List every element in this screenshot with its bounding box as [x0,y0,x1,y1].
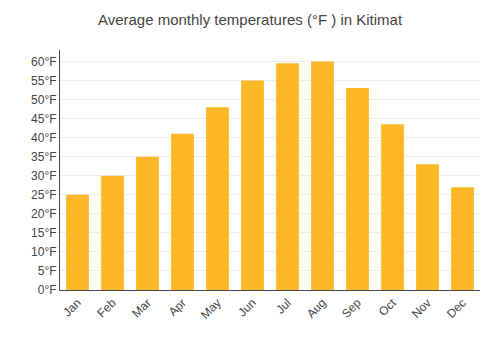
svg-text:Nov: Nov [409,296,434,321]
svg-text:25°F: 25°F [31,188,56,202]
svg-text:Mar: Mar [129,296,154,321]
svg-text:Jul: Jul [273,296,294,317]
svg-text:35°F: 35°F [31,150,56,164]
svg-text:55°F: 55°F [31,74,56,88]
svg-text:0°F: 0°F [38,283,57,297]
svg-text:Feb: Feb [94,296,119,321]
svg-text:50°F: 50°F [31,93,56,107]
svg-text:Sep: Sep [339,296,364,321]
svg-text:Aug: Aug [304,296,329,321]
svg-text:30°F: 30°F [31,169,56,183]
svg-text:Average monthly temperatures (: Average monthly temperatures (°F ) in Ki… [98,11,403,28]
svg-text:10°F: 10°F [31,245,56,259]
svg-text:Jun: Jun [235,296,259,320]
svg-text:5°F: 5°F [38,264,57,278]
svg-text:15°F: 15°F [31,226,56,240]
svg-text:60°F: 60°F [31,55,56,69]
svg-text:45°F: 45°F [31,112,56,126]
svg-text:20°F: 20°F [31,207,56,221]
svg-text:Apr: Apr [166,296,189,319]
svg-text:Jan: Jan [60,296,84,320]
svg-text:40°F: 40°F [31,131,56,145]
svg-text:Dec: Dec [444,296,469,321]
svg-text:May: May [198,296,224,322]
svg-text:Oct: Oct [376,295,400,319]
